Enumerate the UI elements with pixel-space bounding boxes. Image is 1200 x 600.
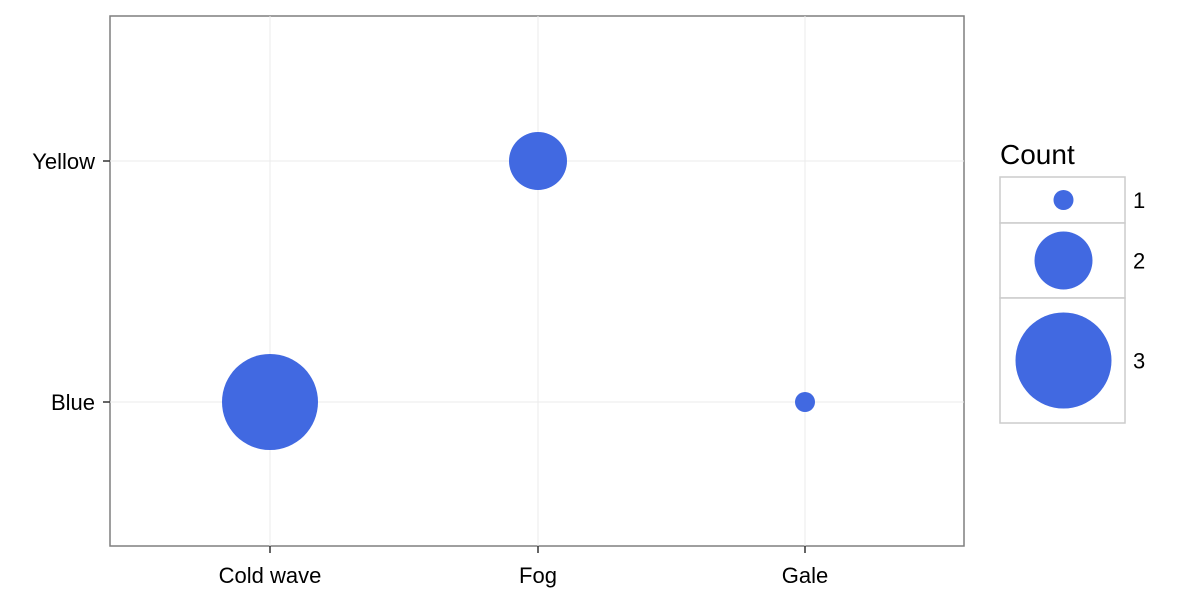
data-points	[222, 132, 815, 450]
legend: Count 1 2 3	[999, 139, 1145, 424]
x-axis-tick-labels: Cold wave Fog Gale	[219, 563, 829, 588]
data-point	[795, 392, 815, 412]
legend-label: 3	[1133, 349, 1145, 374]
data-point	[222, 354, 318, 450]
legend-key-symbol	[1053, 190, 1074, 210]
axis-ticks	[103, 160, 806, 553]
y-tick-label: Blue	[51, 390, 95, 415]
plot-panel	[109, 15, 965, 547]
x-tick-label: Fog	[519, 563, 557, 588]
legend-label: 2	[1133, 249, 1145, 274]
legend-keys: 1 2 3	[999, 176, 1145, 424]
x-tick-label: Gale	[782, 563, 828, 588]
y-tick-label: Yellow	[32, 149, 95, 174]
x-tick-label: Cold wave	[219, 563, 322, 588]
legend-label: 1	[1133, 188, 1145, 213]
legend-title: Count	[1000, 139, 1075, 170]
y-axis-tick-labels: Blue Yellow	[32, 149, 95, 415]
legend-key-symbol	[1034, 231, 1093, 290]
data-point	[509, 132, 567, 190]
legend-key-symbol	[1015, 312, 1112, 409]
